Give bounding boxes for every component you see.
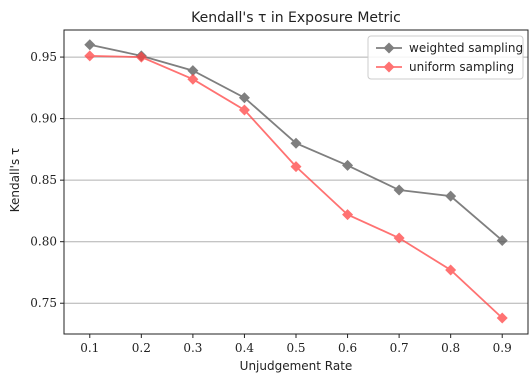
legend-box	[367, 35, 524, 80]
data-point	[342, 159, 354, 171]
x-tick-label: 0.1	[80, 341, 99, 355]
legend-swatch	[376, 42, 402, 54]
x-tick-label: 0.7	[390, 341, 409, 355]
series-1	[84, 50, 508, 324]
legend-label: weighted sampling	[409, 41, 523, 55]
x-tick-label: 0.8	[441, 341, 460, 355]
data-point	[445, 190, 457, 202]
legend: weighted sampling uniform sampling	[367, 35, 524, 80]
data-point	[238, 104, 250, 116]
y-tick-label: 0.80	[30, 235, 57, 249]
legend-marker	[383, 42, 395, 54]
data-point	[187, 73, 199, 85]
data-point	[84, 50, 96, 62]
legend-marker	[383, 61, 395, 73]
series-0	[84, 39, 508, 246]
series-line	[89, 54, 503, 319]
data-point	[393, 184, 405, 196]
data-point	[135, 51, 147, 63]
x-tick-label: 0.4	[235, 341, 254, 355]
x-tick-label: 0.9	[493, 341, 512, 355]
data-point	[290, 161, 302, 173]
y-axis-title: Kendall's τ	[8, 148, 22, 213]
y-tick-label: 0.85	[30, 173, 57, 187]
data-point	[496, 234, 508, 246]
x-tick-label: 0.5	[286, 341, 305, 355]
data-point	[84, 39, 96, 51]
grid-lines	[64, 56, 528, 304]
legend-label: uniform sampling	[409, 60, 514, 74]
data-point	[342, 209, 354, 221]
plot-series	[84, 39, 508, 324]
y-tick-label: 0.90	[30, 112, 57, 126]
chart-title: Kendall's τ in Exposure Metric	[191, 10, 401, 26]
data-point	[445, 264, 457, 276]
data-point	[290, 137, 302, 149]
data-point	[496, 312, 508, 324]
y-tick-label: 0.75	[30, 296, 57, 310]
x-axis-title: Unjudgement Rate	[240, 359, 353, 373]
y-tick-label: 0.95	[30, 50, 57, 64]
data-point	[238, 92, 250, 104]
x-tick-label: 0.2	[132, 341, 151, 355]
data-point	[187, 65, 199, 77]
axes: 0.75 0.80 0.85 0.90 0.95 0.1 0.2 0.3 0.4 0.5 0.6 0.…	[30, 50, 511, 355]
data-point	[393, 232, 405, 244]
x-tick-label: 0.6	[338, 341, 357, 355]
legend-swatch	[376, 61, 402, 73]
x-tick-label: 0.3	[183, 341, 202, 355]
